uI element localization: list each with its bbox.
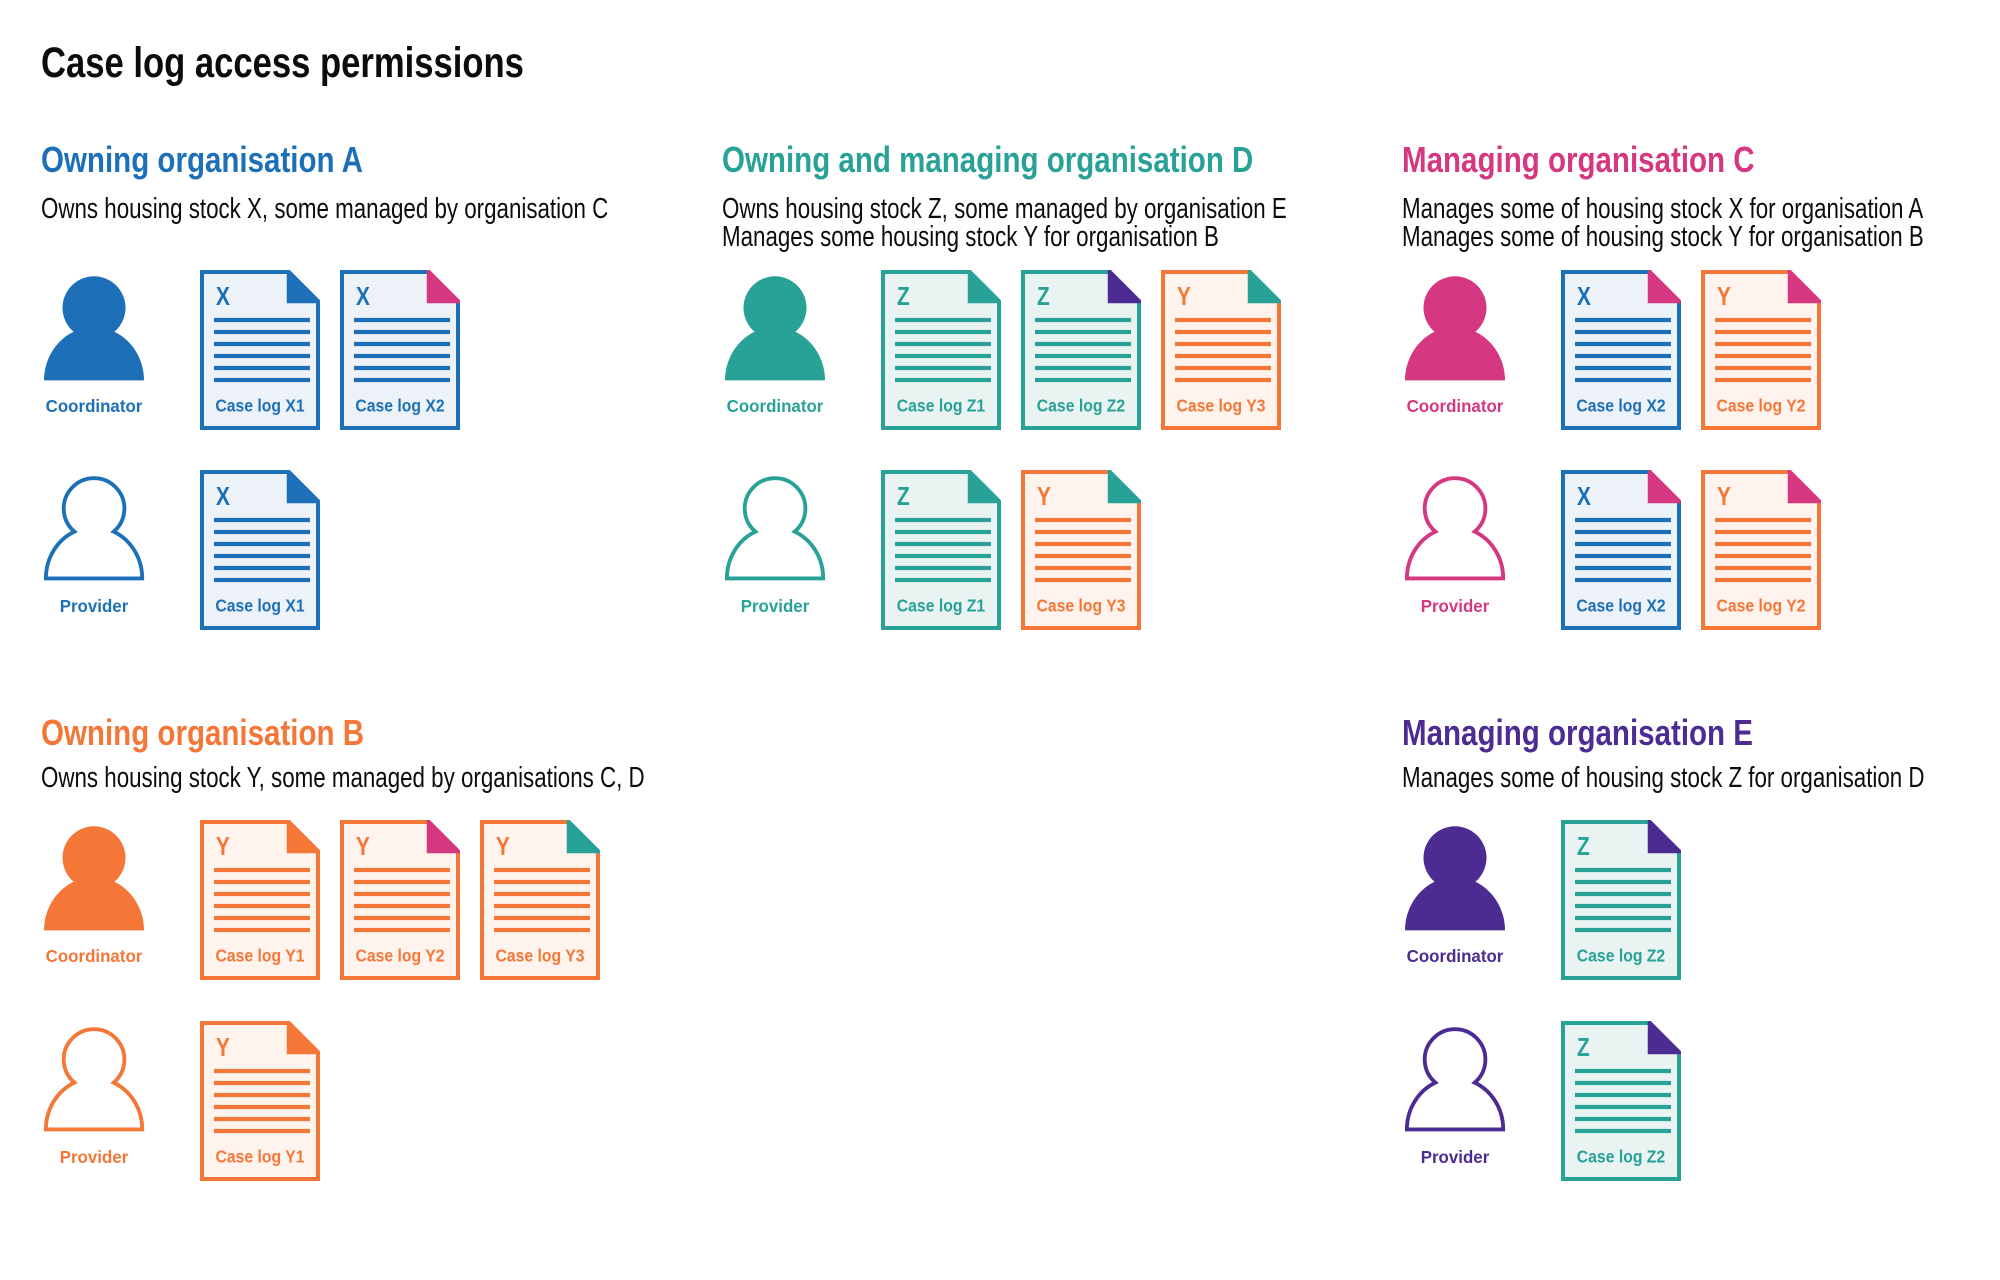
svg-text:Case log Y2: Case log Y2 — [1717, 596, 1806, 616]
svg-text:Y: Y — [1177, 282, 1191, 311]
svg-text:Coordinator: Coordinator — [727, 395, 824, 416]
svg-text:Case log X2: Case log X2 — [1576, 396, 1665, 416]
svg-text:Y: Y — [1037, 482, 1051, 511]
svg-text:X: X — [356, 282, 370, 311]
svg-text:Y: Y — [216, 1033, 230, 1062]
svg-text:Provider: Provider — [60, 595, 129, 616]
svg-text:Z: Z — [1037, 282, 1050, 311]
svg-text:Case log Y3: Case log Y3 — [1177, 396, 1266, 416]
svg-text:Case log X1: Case log X1 — [215, 396, 304, 416]
svg-text:Case log X1: Case log X1 — [215, 596, 304, 616]
svg-text:Coordinator: Coordinator — [1407, 395, 1504, 416]
svg-text:Provider: Provider — [60, 1146, 129, 1167]
svg-text:Coordinator: Coordinator — [46, 395, 143, 416]
svg-text:Coordinator: Coordinator — [1407, 945, 1504, 966]
svg-text:Z: Z — [897, 482, 910, 511]
svg-text:Case log Z1: Case log Z1 — [897, 396, 985, 416]
svg-text:Y: Y — [496, 832, 510, 861]
svg-text:Y: Y — [1717, 482, 1731, 511]
svg-text:Case log Y3: Case log Y3 — [496, 946, 585, 966]
svg-text:Case log X2: Case log X2 — [1576, 596, 1665, 616]
svg-text:Case log Y3: Case log Y3 — [1037, 596, 1126, 616]
svg-text:Case log X2: Case log X2 — [355, 396, 444, 416]
svg-text:Y: Y — [356, 832, 370, 861]
svg-text:Case log Z2: Case log Z2 — [1577, 1147, 1665, 1167]
svg-text:Y: Y — [1717, 282, 1731, 311]
svg-text:Y: Y — [216, 832, 230, 861]
svg-text:Case log Y2: Case log Y2 — [1717, 396, 1806, 416]
svg-text:Case log Z1: Case log Z1 — [897, 596, 985, 616]
svg-text:Case log Y2: Case log Y2 — [356, 946, 445, 966]
svg-text:Z: Z — [1577, 1033, 1590, 1062]
svg-text:Z: Z — [897, 282, 910, 311]
svg-text:X: X — [216, 282, 230, 311]
svg-text:Case log Y1: Case log Y1 — [216, 1147, 305, 1167]
svg-text:Provider: Provider — [741, 595, 810, 616]
svg-text:X: X — [216, 482, 230, 511]
svg-text:Case log Z2: Case log Z2 — [1577, 946, 1665, 966]
svg-text:X: X — [1577, 482, 1591, 511]
svg-text:Case log Z2: Case log Z2 — [1037, 396, 1125, 416]
svg-text:Provider: Provider — [1421, 1146, 1490, 1167]
svg-text:Coordinator: Coordinator — [46, 945, 143, 966]
svg-text:Provider: Provider — [1421, 595, 1490, 616]
svg-text:X: X — [1577, 282, 1591, 311]
svg-text:Case log Y1: Case log Y1 — [216, 946, 305, 966]
svg-text:Z: Z — [1577, 832, 1590, 861]
